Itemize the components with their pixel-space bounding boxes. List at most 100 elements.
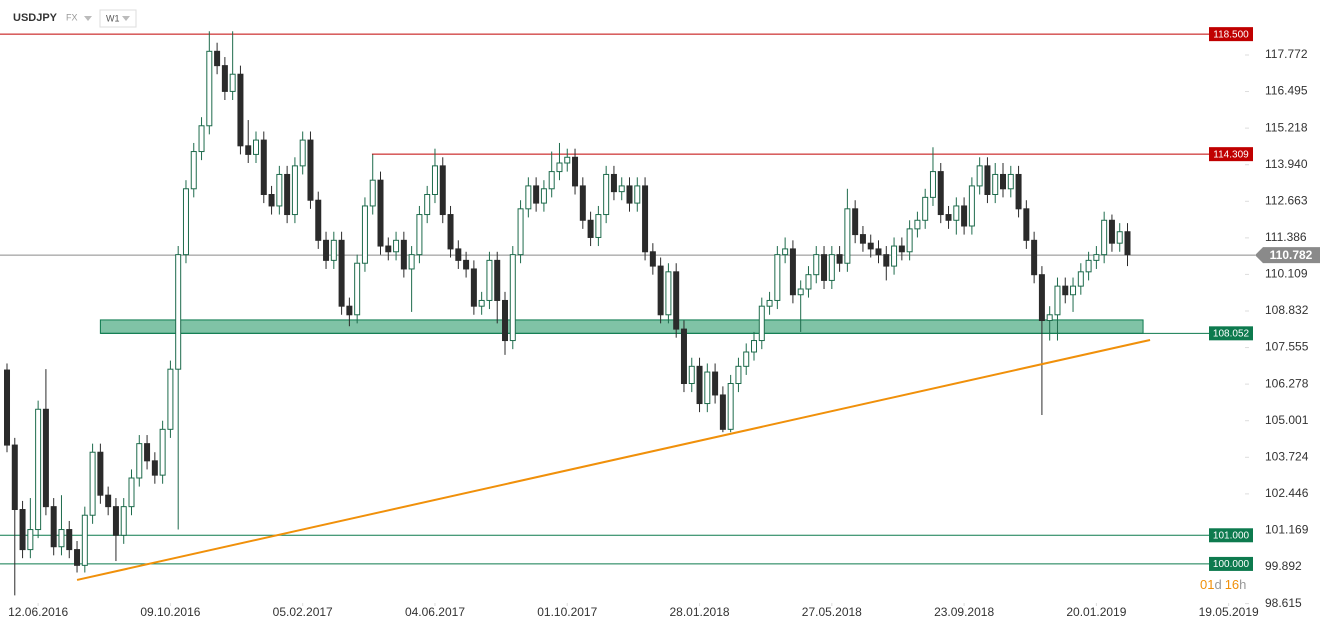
candle-body	[642, 185, 649, 253]
level-label: 118.500	[1213, 29, 1249, 40]
interval[interactable]: W1	[106, 13, 120, 23]
candle-body	[354, 262, 361, 316]
candle-body	[19, 509, 26, 551]
candle-body	[408, 254, 415, 270]
market[interactable]: FX	[66, 12, 78, 22]
candle-body	[470, 268, 477, 307]
y-tick-label: 103.724	[1265, 449, 1309, 463]
candle-body	[424, 194, 431, 216]
candle-body	[136, 443, 143, 479]
y-tick-label: 110.109	[1265, 267, 1308, 281]
candle-body	[1093, 254, 1100, 261]
y-tick-label: 99.892	[1265, 559, 1302, 573]
candle-body	[696, 365, 703, 405]
x-tick-label: 09.10.2016	[140, 605, 200, 619]
y-tick-label: 112.663	[1265, 193, 1308, 207]
candle-body	[1038, 274, 1045, 322]
candle-body	[486, 259, 493, 301]
plot	[0, 31, 1255, 596]
candle-body	[509, 254, 516, 342]
candle-body	[284, 173, 291, 216]
candle-body	[945, 214, 952, 221]
countdown-hours: 16	[1225, 577, 1239, 592]
interval-box[interactable]	[99, 9, 137, 28]
candle-body	[859, 234, 866, 244]
level-label-box	[1209, 27, 1253, 42]
candle-body	[307, 139, 314, 201]
y-tick-label: 102.446	[1265, 486, 1309, 500]
candle-body	[852, 208, 859, 236]
candle-body	[805, 274, 812, 290]
candle-body	[751, 340, 758, 353]
x-tick-label: 01.10.2017	[537, 605, 597, 619]
candle-body	[533, 185, 540, 204]
last-price-label: 110.782	[1270, 248, 1313, 262]
candle-body	[922, 196, 929, 221]
candle-body	[704, 371, 711, 405]
candle-body	[237, 73, 244, 147]
candle-body	[821, 254, 828, 281]
y-tick-label: 108.832	[1265, 303, 1309, 317]
x-tick-label: 04.06.2017	[405, 605, 465, 619]
candle-body	[992, 173, 999, 196]
candle-body	[346, 305, 353, 316]
y-tick-label: 115.218	[1265, 120, 1308, 134]
candle-body	[175, 254, 182, 370]
candle-body	[968, 185, 975, 227]
candle-body	[159, 428, 166, 476]
x-tick-label: 23.09.2018	[934, 605, 994, 619]
candle-body	[58, 529, 65, 548]
candle-body	[1031, 239, 1038, 276]
candle-body	[144, 443, 151, 462]
candle-body	[11, 444, 18, 511]
y-tick-label: 113.940	[1265, 157, 1308, 171]
last-price-box	[1255, 247, 1320, 264]
candle-body	[572, 156, 579, 187]
candle-body	[688, 365, 695, 385]
x-tick-label: 28.01.2018	[670, 605, 730, 619]
candle-body	[898, 245, 905, 253]
candle-body	[66, 529, 73, 551]
candle-body	[517, 208, 524, 256]
x-tick-label: 05.02.2017	[273, 605, 333, 619]
candle-body	[35, 408, 42, 531]
candle-body	[1116, 231, 1123, 244]
candle-body	[245, 145, 252, 155]
candle-body	[478, 299, 485, 307]
candle-body	[556, 162, 563, 173]
candle-body	[649, 251, 656, 267]
candle-body	[120, 506, 127, 536]
candle-body	[502, 299, 509, 342]
candle-body	[1108, 219, 1115, 244]
candle-body	[299, 139, 306, 167]
candle-body	[1077, 271, 1084, 287]
candle-body	[1070, 285, 1077, 296]
dropdown-arrow[interactable]	[122, 16, 130, 21]
candle-body	[89, 451, 96, 516]
candle-body	[782, 248, 789, 256]
candle-body	[206, 50, 213, 127]
y-tick-label: 107.555	[1265, 340, 1309, 354]
candle-body	[867, 242, 874, 250]
level-label-box	[1209, 556, 1253, 571]
level-label: 100.000	[1213, 559, 1250, 570]
candle-body	[937, 171, 944, 216]
candle-body	[74, 549, 81, 566]
candle-body	[712, 371, 719, 396]
candle-body	[673, 271, 680, 330]
candle-body	[891, 245, 898, 267]
candle-body	[1007, 173, 1014, 190]
candle-body	[1023, 208, 1030, 241]
dropdown-arrow[interactable]	[84, 16, 92, 21]
countdown-days: 01	[1200, 577, 1214, 592]
candle-body	[719, 394, 726, 430]
candle-body	[680, 328, 687, 385]
candle-body	[377, 179, 384, 247]
candle-body	[385, 245, 392, 253]
candle-body	[105, 494, 112, 508]
candle-body	[291, 165, 298, 216]
candle-body	[463, 259, 470, 270]
candle-body	[961, 205, 968, 227]
candle-body	[548, 171, 555, 190]
candle-body	[416, 214, 423, 256]
